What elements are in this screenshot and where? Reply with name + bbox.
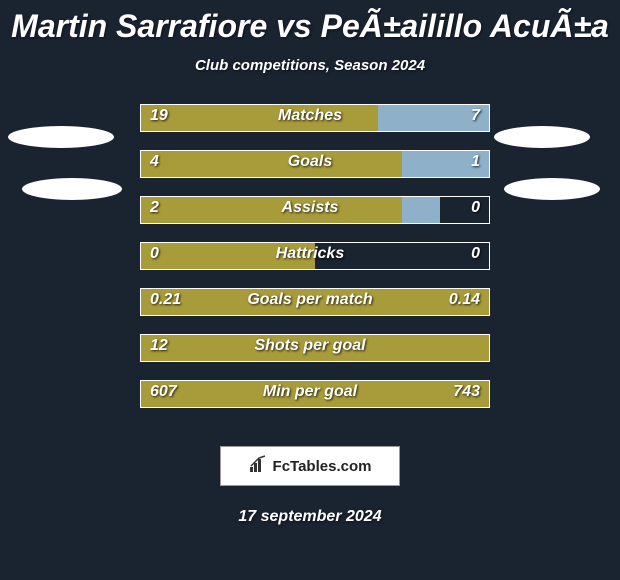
logo-content: FcTables.com bbox=[249, 455, 372, 478]
logo-icon bbox=[249, 455, 269, 478]
comparison-container: Martin Sarrafiore vs PeÃ±ailillo AcuÃ±a … bbox=[0, 0, 620, 580]
stat-label: Shots per goal bbox=[0, 337, 620, 355]
stat-row: 12Shots per goal bbox=[0, 334, 620, 380]
stat-label: Hattricks bbox=[0, 245, 620, 263]
stat-label: Min per goal bbox=[0, 383, 620, 401]
stat-row: 41Goals bbox=[0, 150, 620, 196]
date-label: 17 september 2024 bbox=[0, 508, 620, 526]
logo-box: FcTables.com bbox=[220, 446, 400, 486]
page-title: Martin Sarrafiore vs PeÃ±ailillo AcuÃ±a bbox=[0, 0, 620, 45]
stat-row: 0.210.14Goals per match bbox=[0, 288, 620, 334]
stat-row: 00Hattricks bbox=[0, 242, 620, 288]
stat-label: Matches bbox=[0, 107, 620, 125]
logo-text: FcTables.com bbox=[273, 458, 372, 475]
stat-label: Goals bbox=[0, 153, 620, 171]
stat-row: 607743Min per goal bbox=[0, 380, 620, 426]
stats-chart: 197Matches41Goals20Assists00Hattricks0.2… bbox=[0, 104, 620, 426]
stat-row: 20Assists bbox=[0, 196, 620, 242]
stat-label: Goals per match bbox=[0, 291, 620, 309]
stat-label: Assists bbox=[0, 199, 620, 217]
page-subtitle: Club competitions, Season 2024 bbox=[0, 57, 620, 74]
stat-row: 197Matches bbox=[0, 104, 620, 150]
